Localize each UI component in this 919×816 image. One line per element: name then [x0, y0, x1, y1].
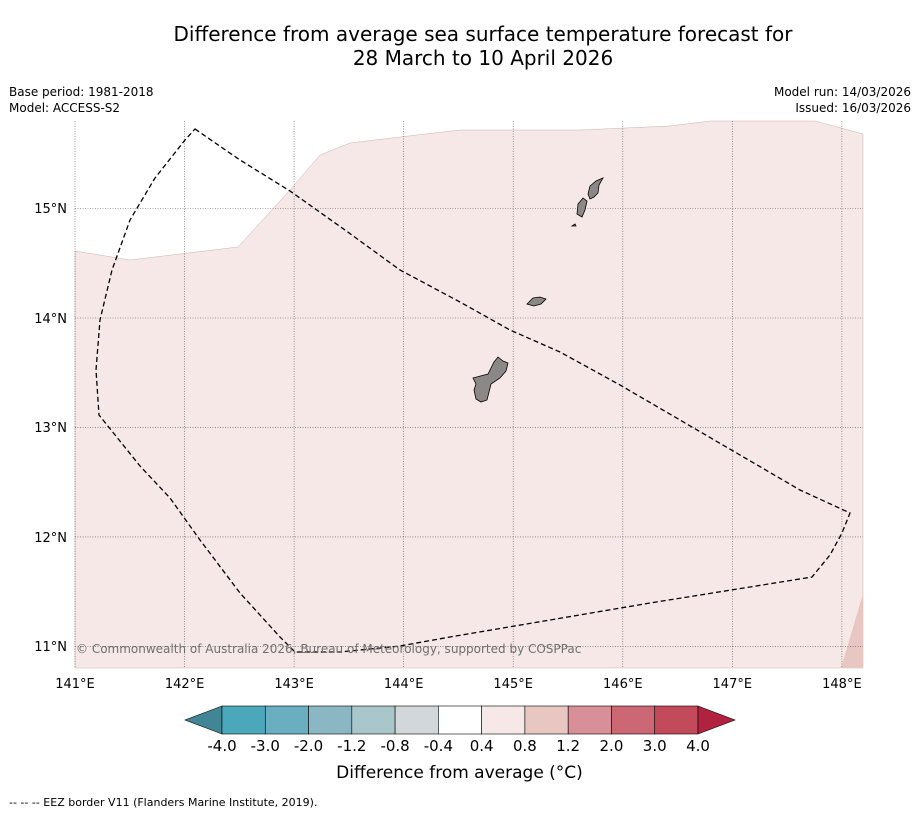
- colorbar-tick-label: 3.0: [643, 737, 667, 755]
- guam-island: [472, 356, 509, 403]
- eez-border: [95, 128, 851, 653]
- colorbar-under-arrow: [184, 705, 223, 735]
- lon-tick-144: 144°E: [384, 677, 424, 692]
- anomaly-region-medium: [841, 594, 863, 668]
- lon-tick-147: 147°E: [713, 677, 753, 692]
- colorbar-segment: [481, 705, 526, 735]
- lat-tick-labels: 15°N 14°N 13°N 12°N 11°N: [34, 202, 67, 655]
- colorbar-segment: [308, 705, 353, 735]
- colorbar-tick-label: -0.4: [424, 737, 453, 755]
- colorbar-tick-label: 4.0: [686, 737, 710, 755]
- lon-tick-labels: 141°E 142°E 143°E 144°E 145°E 146°E 147°…: [55, 677, 861, 692]
- lon-tick-141: 141°E: [55, 677, 95, 692]
- map-title: Difference from average sea surface temp…: [0, 22, 919, 70]
- colorbar-title: Difference from average (°C): [336, 763, 583, 783]
- issued-date: Issued: 16/03/2026: [795, 101, 911, 115]
- model-name: Model: ACCESS-S2: [9, 101, 121, 115]
- lon-tick-146: 146°E: [603, 677, 643, 692]
- land-masses: [472, 177, 604, 403]
- colorbar-tick-label: 0.4: [470, 737, 494, 755]
- lat-tick-14: 14°N: [34, 312, 67, 327]
- meta-right: Model run: 14/03/2026 Issued: 16/03/2026: [774, 84, 911, 116]
- meta-left: Base period: 1981-2018 Model: ACCESS-S2: [9, 84, 154, 116]
- colorbar-tick-label: 2.0: [600, 737, 624, 755]
- lon-tick-143: 143°E: [274, 677, 314, 692]
- copyright-notice: © Commonwealth of Australia 2026, Bureau…: [76, 642, 581, 656]
- saipan-island: [587, 177, 604, 200]
- colorbar-tick-label: -1.2: [337, 737, 366, 755]
- colorbar-segment: [611, 705, 656, 735]
- colorbar-tick-label: 0.8: [513, 737, 537, 755]
- map-plot-area: © Commonwealth of Australia 2026, Bureau…: [74, 120, 864, 669]
- colorbar-tick-label: -0.8: [380, 737, 409, 755]
- lat-tick-11: 11°N: [34, 640, 67, 655]
- aguijan-islet: [570, 223, 577, 227]
- colorbar-tick-labels: -4.0 -3.0 -2.0 -1.2 -0.8 -0.4 0.4 0.8 1.2 2.0 3.0 4…: [207, 737, 710, 755]
- title-line-2: 28 March to 10 April 2026: [352, 46, 614, 70]
- colorbar-segment: [394, 705, 439, 735]
- lat-tick-12: 12°N: [34, 531, 67, 546]
- lat-tick-13: 13°N: [34, 421, 67, 436]
- colorbar: [184, 705, 736, 735]
- lon-tick-145: 145°E: [493, 677, 533, 692]
- rota-island: [526, 296, 547, 307]
- eez-footnote: -- -- -- EEZ border V11 (Flanders Marine…: [9, 796, 318, 809]
- tinian-island: [576, 197, 588, 218]
- colorbar-tick-label: -2.0: [294, 737, 323, 755]
- colorbar-segment: [567, 705, 612, 735]
- gridlines: [74, 121, 863, 668]
- lon-tick-148: 148°E: [822, 677, 862, 692]
- colorbar-segment: [221, 705, 266, 735]
- colorbar-segment: [438, 705, 482, 735]
- colorbar-over-arrow: [697, 705, 736, 735]
- lat-tick-15: 15°N: [34, 202, 67, 217]
- colorbar-segment: [654, 705, 699, 735]
- colorbar-segment: [351, 705, 396, 735]
- anomaly-region-light: [74, 120, 864, 669]
- colorbar-tick-label: -3.0: [251, 737, 280, 755]
- colorbar-tick-label: -4.0: [207, 737, 236, 755]
- colorbar-tick-label: 1.2: [556, 737, 580, 755]
- base-period: Base period: 1981-2018: [9, 85, 154, 99]
- colorbar-segment: [524, 705, 569, 735]
- title-line-1: Difference from average sea surface temp…: [173, 22, 793, 46]
- lon-tick-142: 142°E: [165, 677, 205, 692]
- colorbar-segment: [264, 705, 309, 735]
- model-run: Model run: 14/03/2026: [773, 85, 911, 99]
